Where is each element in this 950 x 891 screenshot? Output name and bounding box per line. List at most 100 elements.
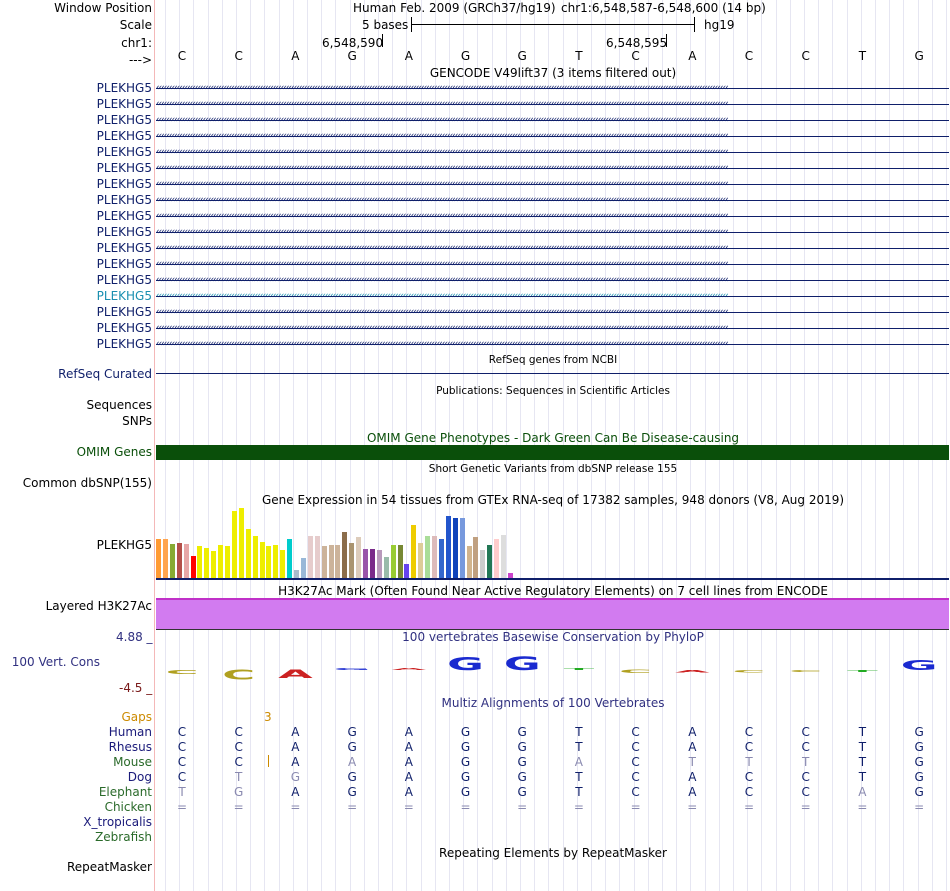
phylop-title[interactable]: 100 vertebrates Basewise Conservation by… (402, 630, 704, 644)
gtex-tissue-bar[interactable] (170, 544, 175, 578)
gencode-transcript-strand[interactable]: ‹‹‹‹‹‹‹‹‹‹‹‹‹‹‹‹‹‹‹‹‹‹‹‹‹‹‹‹‹‹‹‹‹‹‹‹‹‹‹‹… (156, 308, 949, 316)
multiz-species-label[interactable]: Rhesus (108, 740, 152, 754)
gencode-transcript-label[interactable]: PLEKHG5 (96, 321, 152, 335)
dbsnp-label[interactable]: Common dbSNP(155) (22, 476, 152, 490)
multiz-species-label[interactable]: Mouse (113, 755, 152, 769)
gencode-transcript-strand[interactable]: ‹‹‹‹‹‹‹‹‹‹‹‹‹‹‹‹‹‹‹‹‹‹‹‹‹‹‹‹‹‹‹‹‹‹‹‹‹‹‹‹… (156, 324, 949, 332)
gencode-transcript-strand[interactable]: ‹‹‹‹‹‹‹‹‹‹‹‹‹‹‹‹‹‹‹‹‹‹‹‹‹‹‹‹‹‹‹‹‹‹‹‹‹‹‹‹… (156, 340, 949, 348)
gtex-tissue-bar[interactable] (197, 546, 202, 578)
gtex-tissue-bar[interactable] (315, 536, 320, 578)
gtex-tissue-bar[interactable] (432, 536, 437, 578)
gencode-transcript-strand[interactable]: ‹‹‹‹‹‹‹‹‹‹‹‹‹‹‹‹‹‹‹‹‹‹‹‹‹‹‹‹‹‹‹‹‹‹‹‹‹‹‹‹… (156, 292, 949, 300)
gtex-tissue-bar[interactable] (253, 536, 258, 578)
gencode-transcript-strand[interactable]: ‹‹‹‹‹‹‹‹‹‹‹‹‹‹‹‹‹‹‹‹‹‹‹‹‹‹‹‹‹‹‹‹‹‹‹‹‹‹‹‹… (156, 132, 949, 140)
gtex-tissue-bar[interactable] (453, 518, 458, 578)
gencode-transcript-strand[interactable]: ‹‹‹‹‹‹‹‹‹‹‹‹‹‹‹‹‹‹‹‹‹‹‹‹‹‹‹‹‹‹‹‹‹‹‹‹‹‹‹‹… (156, 212, 949, 220)
gtex-tissue-bar[interactable] (322, 546, 327, 578)
gencode-transcript-strand[interactable]: ‹‹‹‹‹‹‹‹‹‹‹‹‹‹‹‹‹‹‹‹‹‹‹‹‹‹‹‹‹‹‹‹‹‹‹‹‹‹‹‹… (156, 276, 949, 284)
gtex-tissue-bar[interactable] (335, 545, 340, 578)
gtex-bar-chart[interactable] (156, 508, 536, 578)
publications-snps-label[interactable]: SNPs (122, 414, 152, 428)
gtex-tissue-bar[interactable] (439, 539, 444, 578)
h3k27ac-title[interactable]: H3K27Ac Mark (Often Found Near Active Re… (278, 584, 828, 598)
gencode-transcript-label[interactable]: PLEKHG5 (96, 257, 152, 271)
gtex-tissue-bar[interactable] (294, 570, 299, 578)
gtex-tissue-bar[interactable] (156, 539, 161, 578)
multiz-title[interactable]: Multiz Alignments of 100 Vertebrates (441, 696, 665, 710)
gtex-tissue-bar[interactable] (494, 539, 499, 578)
gencode-transcript-label[interactable]: PLEKHG5 (96, 161, 152, 175)
gtex-tissue-bar[interactable] (411, 525, 416, 578)
multiz-species-label[interactable]: Zebrafish (95, 830, 152, 844)
publications-sequences-label[interactable]: Sequences (86, 398, 152, 412)
h3k27ac-label[interactable]: Layered H3K27Ac (45, 599, 152, 613)
gencode-transcript-label[interactable]: PLEKHG5 (96, 273, 152, 287)
gencode-transcript-strand[interactable]: ‹‹‹‹‹‹‹‹‹‹‹‹‹‹‹‹‹‹‹‹‹‹‹‹‹‹‹‹‹‹‹‹‹‹‹‹‹‹‹‹… (156, 196, 949, 204)
gtex-tissue-bar[interactable] (398, 545, 403, 578)
gencode-transcript-label[interactable]: PLEKHG5 (96, 177, 152, 191)
gtex-tissue-bar[interactable] (287, 539, 292, 578)
gencode-transcript-strand[interactable]: ‹‹‹‹‹‹‹‹‹‹‹‹‹‹‹‹‹‹‹‹‹‹‹‹‹‹‹‹‹‹‹‹‹‹‹‹‹‹‹‹… (156, 244, 949, 252)
gtex-tissue-bar[interactable] (184, 544, 189, 578)
gencode-transcript-label[interactable]: PLEKHG5 (96, 81, 152, 95)
gtex-tissue-bar[interactable] (218, 545, 223, 578)
gtex-tissue-bar[interactable] (384, 557, 389, 578)
gencode-transcript-strand[interactable]: ‹‹‹‹‹‹‹‹‹‹‹‹‹‹‹‹‹‹‹‹‹‹‹‹‹‹‹‹‹‹‹‹‹‹‹‹‹‹‹‹… (156, 84, 949, 92)
gencode-transcript-strand[interactable]: ‹‹‹‹‹‹‹‹‹‹‹‹‹‹‹‹‹‹‹‹‹‹‹‹‹‹‹‹‹‹‹‹‹‹‹‹‹‹‹‹… (156, 260, 949, 268)
gencode-transcript-label[interactable]: PLEKHG5 (96, 97, 152, 111)
gencode-transcript-strand[interactable]: ‹‹‹‹‹‹‹‹‹‹‹‹‹‹‹‹‹‹‹‹‹‹‹‹‹‹‹‹‹‹‹‹‹‹‹‹‹‹‹‹… (156, 148, 949, 156)
gtex-tissue-bar[interactable] (501, 535, 506, 578)
refseq-line[interactable] (156, 373, 949, 374)
gencode-transcript-label[interactable]: PLEKHG5 (96, 337, 152, 351)
omim-title[interactable]: OMIM Gene Phenotypes - Dark Green Can Be… (366, 431, 740, 445)
gencode-transcript-label[interactable]: PLEKHG5 (96, 129, 152, 143)
gtex-tissue-bar[interactable] (356, 537, 361, 578)
dbsnp-title[interactable]: Short Genetic Variants from dbSNP releas… (428, 463, 678, 475)
gtex-tissue-bar[interactable] (446, 516, 451, 578)
refseq-label[interactable]: RefSeq Curated (58, 367, 152, 381)
repeatmasker-label[interactable]: RepeatMasker (66, 860, 152, 874)
gtex-tissue-bar[interactable] (280, 550, 285, 578)
multiz-species-label[interactable]: X_tropicalis (83, 815, 152, 829)
gencode-title[interactable]: GENCODE V49lift37 (3 items filtered out) (429, 66, 677, 80)
gtex-tissue-bar[interactable] (404, 564, 409, 578)
gtex-tissue-bar[interactable] (191, 556, 196, 578)
gtex-tissue-bar[interactable] (273, 545, 278, 578)
gtex-tissue-bar[interactable] (204, 548, 209, 578)
gtex-tissue-bar[interactable] (508, 573, 513, 578)
gtex-tissue-bar[interactable] (377, 550, 382, 578)
gtex-tissue-bar[interactable] (418, 543, 423, 578)
gtex-tissue-bar[interactable] (232, 511, 237, 578)
gtex-tissue-bar[interactable] (260, 542, 265, 578)
gtex-tissue-bar[interactable] (211, 551, 216, 578)
gencode-transcript-label[interactable]: PLEKHG5 (96, 209, 152, 223)
gtex-tissue-bar[interactable] (163, 539, 168, 578)
gtex-tissue-bar[interactable] (246, 529, 251, 578)
omim-label[interactable]: OMIM Genes (76, 445, 152, 459)
gtex-tissue-bar[interactable] (467, 546, 472, 578)
omim-gene-bar[interactable] (156, 445, 949, 460)
gtex-tissue-bar[interactable] (370, 549, 375, 578)
gencode-transcript-strand[interactable]: ‹‹‹‹‹‹‹‹‹‹‹‹‹‹‹‹‹‹‹‹‹‹‹‹‹‹‹‹‹‹‹‹‹‹‹‹‹‹‹‹… (156, 164, 949, 172)
gtex-tissue-bar[interactable] (391, 545, 396, 578)
h3k27ac-signal[interactable] (156, 598, 949, 630)
gtex-tissue-bar[interactable] (480, 550, 485, 578)
gencode-transcript-label[interactable]: PLEKHG5 (96, 193, 152, 207)
gtex-tissue-bar[interactable] (473, 537, 478, 578)
gtex-title[interactable]: Gene Expression in 54 tissues from GTEx … (261, 493, 845, 507)
gtex-tissue-bar[interactable] (308, 536, 313, 578)
gtex-gene-label[interactable]: PLEKHG5 (96, 538, 152, 552)
gencode-transcript-label[interactable]: PLEKHG5 (96, 305, 152, 319)
gencode-transcript-label[interactable]: PLEKHG5 (96, 113, 152, 127)
repeatmasker-title[interactable]: Repeating Elements by RepeatMasker (439, 846, 667, 860)
publications-title[interactable]: Publications: Sequences in Scientific Ar… (436, 385, 670, 397)
gencode-transcript-strand[interactable]: ‹‹‹‹‹‹‹‹‹‹‹‹‹‹‹‹‹‹‹‹‹‹‹‹‹‹‹‹‹‹‹‹‹‹‹‹‹‹‹‹… (156, 228, 949, 236)
gtex-tissue-bar[interactable] (363, 549, 368, 578)
gtex-tissue-bar[interactable] (487, 545, 492, 578)
gtex-tissue-bar[interactable] (342, 532, 347, 578)
multiz-species-label[interactable]: Human (108, 725, 152, 739)
gtex-tissue-bar[interactable] (425, 536, 430, 578)
gtex-tissue-bar[interactable] (301, 558, 306, 578)
multiz-species-label[interactable]: Elephant (98, 785, 152, 799)
